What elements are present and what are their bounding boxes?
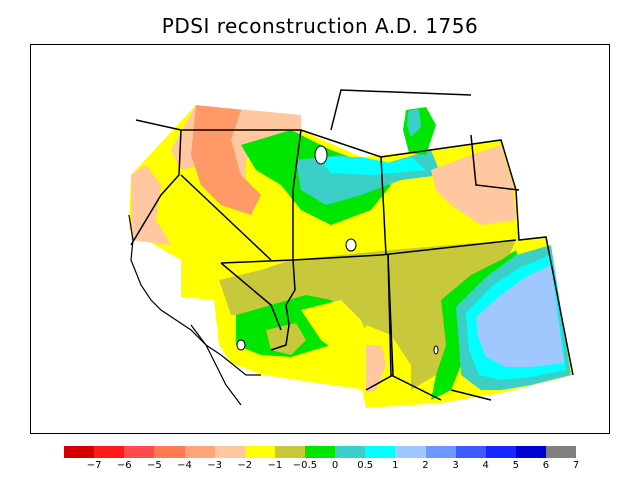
legend-label: 3 (452, 460, 459, 471)
legend-swatch (455, 446, 486, 458)
map-title: PDSI reconstruction A.D. 1756 (161, 14, 479, 38)
region-peach-ne (431, 145, 516, 225)
legend-label: 6 (542, 460, 550, 471)
legend-label: 1 (392, 460, 399, 471)
color-scale-labels: −7 −6 −5 −4 −3 −2 −1 −0.5 0 0.5 1 2 3 4 5 6 7 (64, 460, 580, 474)
legend-swatch (515, 446, 546, 458)
legend-swatch (124, 446, 155, 458)
legend-label: −0.5 (292, 460, 318, 471)
legend-swatch (64, 446, 95, 458)
legend-swatch (94, 446, 125, 458)
legend-swatch (305, 446, 336, 458)
legend-label: 7 (572, 460, 580, 471)
legend-label: −4 (177, 460, 192, 471)
legend-swatch (335, 446, 366, 458)
legend-label: −7 (86, 460, 102, 471)
legend-swatch (214, 446, 245, 458)
state-boundaries (130, 89, 574, 401)
legend-swatch (184, 446, 215, 458)
legend-swatch (365, 446, 396, 458)
legend-swatch (485, 446, 516, 458)
legend-label: 0.5 (357, 460, 374, 471)
legend-label: −2 (237, 460, 253, 471)
legend-label: 4 (482, 460, 489, 471)
legend-label: 2 (422, 460, 429, 471)
legend-swatch (154, 446, 185, 458)
legend-label: 5 (512, 460, 519, 471)
region-cyan-north (316, 157, 426, 175)
legend-label: −5 (146, 460, 162, 471)
legend-swatch (546, 446, 577, 458)
region-olive-central (219, 240, 516, 390)
lakes (236, 145, 439, 355)
region-lightblue-se (476, 265, 564, 367)
pdsi-map (128, 89, 574, 408)
coastline (128, 214, 261, 406)
region-peach-south (366, 345, 386, 393)
legend-swatch (274, 446, 305, 458)
region-olive-south (266, 323, 306, 355)
legend-swatch (395, 446, 426, 458)
legend-swatch (425, 446, 456, 458)
region-orange-nw (191, 105, 261, 215)
legend-label: −6 (116, 460, 132, 471)
legend-label: 0 (331, 460, 339, 471)
region-peach-west (131, 165, 171, 245)
region-yellow-south (301, 300, 371, 365)
legend-label: −1 (267, 460, 283, 471)
legend-label: −3 (207, 460, 222, 471)
region-cyan-ne (407, 109, 421, 137)
color-scale-legend (64, 446, 577, 458)
legend-swatch (244, 446, 275, 458)
map-frame (30, 44, 610, 434)
